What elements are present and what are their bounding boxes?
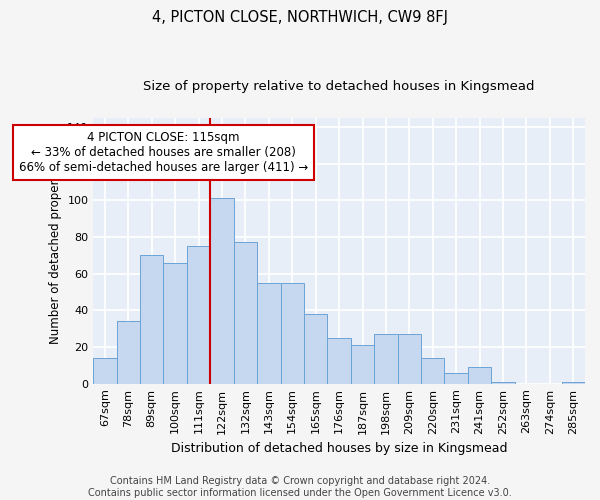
Bar bbox=[93, 358, 116, 384]
Bar bbox=[421, 358, 445, 384]
Y-axis label: Number of detached properties: Number of detached properties bbox=[49, 158, 62, 344]
Bar bbox=[234, 242, 257, 384]
Bar bbox=[351, 345, 374, 384]
Bar bbox=[445, 372, 468, 384]
Bar bbox=[374, 334, 398, 384]
Text: 4, PICTON CLOSE, NORTHWICH, CW9 8FJ: 4, PICTON CLOSE, NORTHWICH, CW9 8FJ bbox=[152, 10, 448, 25]
Bar bbox=[163, 262, 187, 384]
X-axis label: Distribution of detached houses by size in Kingsmead: Distribution of detached houses by size … bbox=[171, 442, 508, 455]
Bar bbox=[304, 314, 328, 384]
Text: Contains HM Land Registry data © Crown copyright and database right 2024.
Contai: Contains HM Land Registry data © Crown c… bbox=[88, 476, 512, 498]
Bar bbox=[116, 322, 140, 384]
Text: 4 PICTON CLOSE: 115sqm
← 33% of detached houses are smaller (208)
66% of semi-de: 4 PICTON CLOSE: 115sqm ← 33% of detached… bbox=[19, 130, 308, 174]
Bar bbox=[281, 283, 304, 384]
Title: Size of property relative to detached houses in Kingsmead: Size of property relative to detached ho… bbox=[143, 80, 535, 93]
Bar bbox=[187, 246, 210, 384]
Bar bbox=[491, 382, 515, 384]
Bar bbox=[140, 256, 163, 384]
Bar bbox=[210, 198, 234, 384]
Bar bbox=[468, 367, 491, 384]
Bar bbox=[328, 338, 351, 384]
Bar bbox=[562, 382, 585, 384]
Bar bbox=[398, 334, 421, 384]
Bar bbox=[257, 283, 281, 384]
